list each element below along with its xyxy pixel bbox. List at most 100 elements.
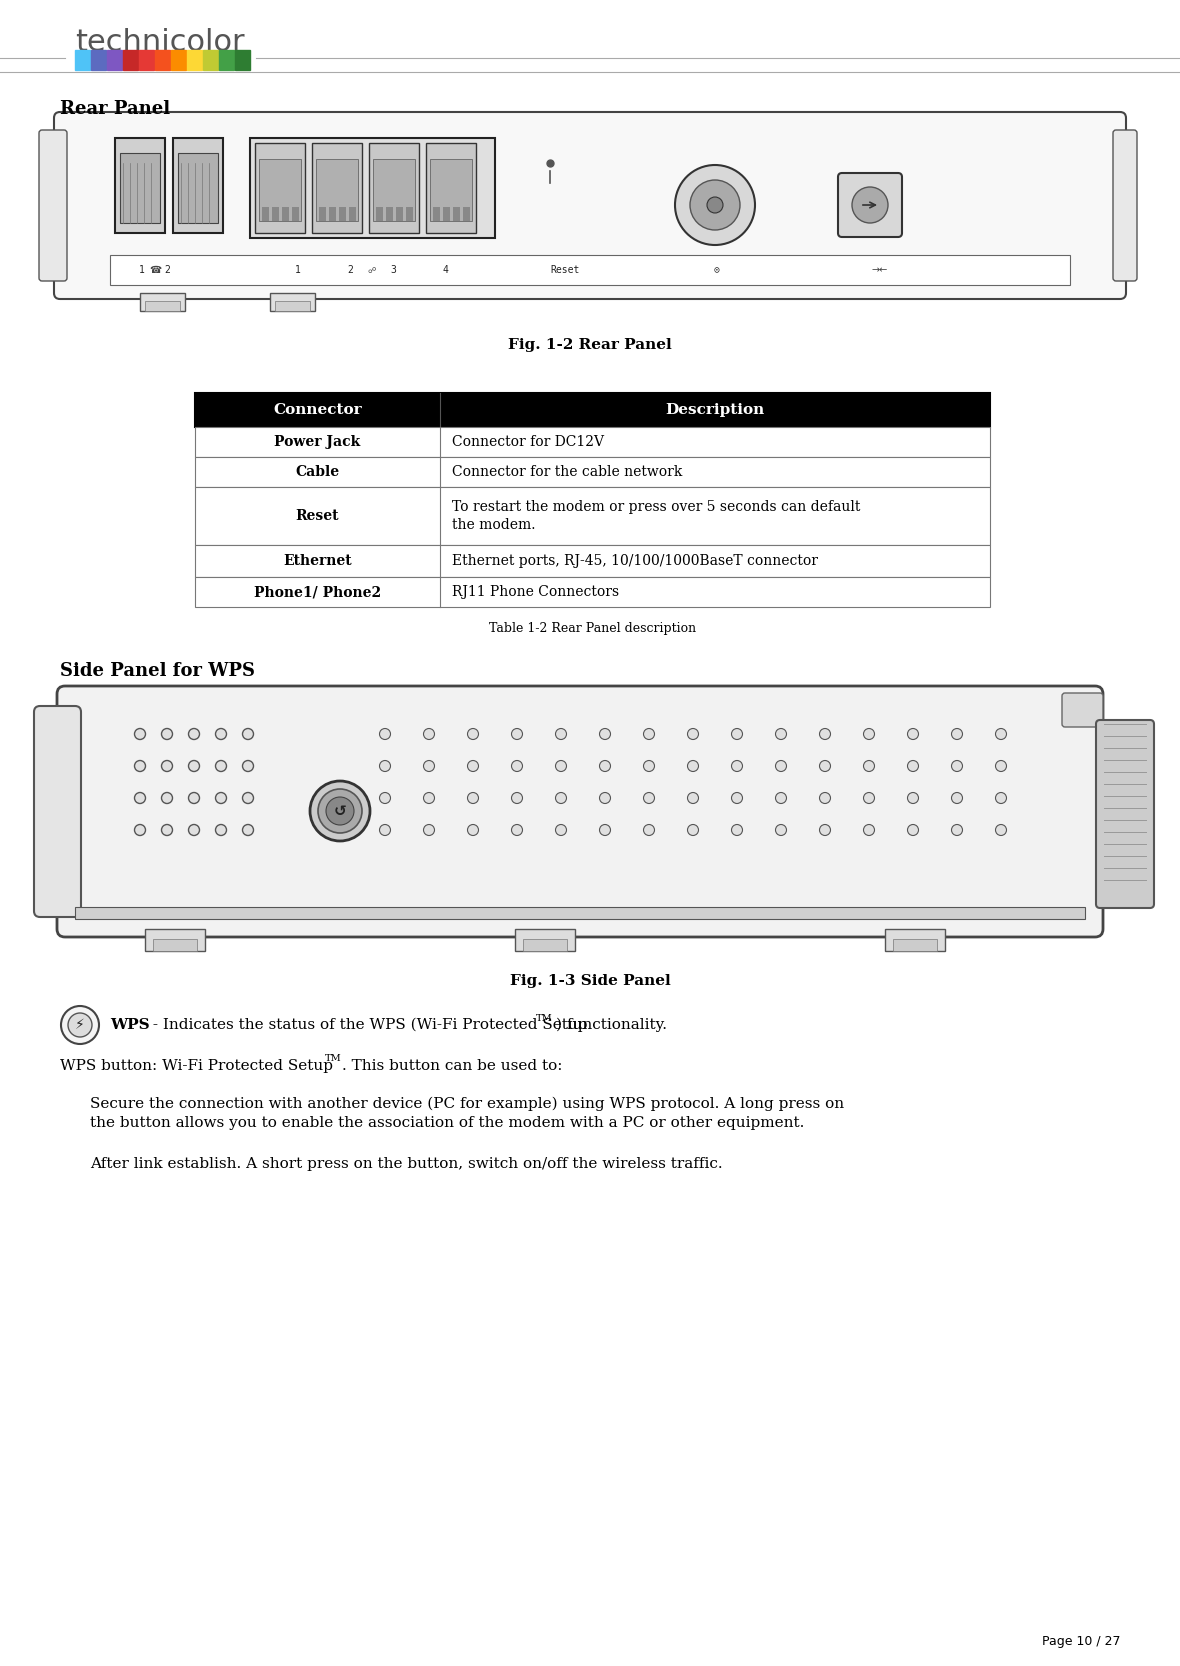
Circle shape xyxy=(216,793,227,803)
Circle shape xyxy=(135,825,145,836)
Circle shape xyxy=(707,197,723,213)
Bar xyxy=(178,153,218,223)
Bar xyxy=(171,50,186,70)
Text: TM: TM xyxy=(324,1055,342,1063)
Bar xyxy=(885,930,945,951)
Circle shape xyxy=(688,825,699,836)
Bar xyxy=(273,207,278,222)
Bar xyxy=(219,50,234,70)
Circle shape xyxy=(511,825,523,836)
Text: Fig. 1-3 Side Panel: Fig. 1-3 Side Panel xyxy=(510,975,670,988)
Bar xyxy=(139,50,155,70)
Circle shape xyxy=(467,793,479,803)
Text: Reset: Reset xyxy=(296,510,340,523)
Circle shape xyxy=(996,825,1007,836)
Bar xyxy=(91,50,106,70)
Bar xyxy=(195,456,990,486)
Circle shape xyxy=(775,793,787,803)
FancyBboxPatch shape xyxy=(1096,720,1154,908)
Circle shape xyxy=(819,825,831,836)
Bar xyxy=(114,138,165,233)
Bar xyxy=(262,207,269,222)
Circle shape xyxy=(643,793,655,803)
Text: 3: 3 xyxy=(391,265,396,275)
Bar xyxy=(426,143,476,233)
Bar xyxy=(140,293,185,312)
Text: technicolor: technicolor xyxy=(76,28,244,57)
Circle shape xyxy=(819,728,831,740)
Text: ☎: ☎ xyxy=(149,265,160,275)
FancyBboxPatch shape xyxy=(57,686,1103,936)
Circle shape xyxy=(852,187,889,223)
Bar xyxy=(76,906,1084,920)
Circle shape xyxy=(864,728,874,740)
Circle shape xyxy=(162,760,172,771)
Bar xyxy=(406,207,413,222)
Text: Phone1/ Phone2: Phone1/ Phone2 xyxy=(254,585,381,600)
Circle shape xyxy=(643,760,655,771)
Circle shape xyxy=(688,760,699,771)
Bar xyxy=(373,158,415,222)
Text: WPS: WPS xyxy=(110,1018,150,1031)
Text: Fig. 1-2 Rear Panel: Fig. 1-2 Rear Panel xyxy=(509,338,671,352)
Bar xyxy=(195,545,990,576)
Text: →←: →← xyxy=(872,265,889,275)
Circle shape xyxy=(243,793,254,803)
FancyBboxPatch shape xyxy=(1062,693,1103,726)
Bar xyxy=(349,207,356,222)
Circle shape xyxy=(380,728,391,740)
Bar xyxy=(282,207,289,222)
Bar xyxy=(329,207,336,222)
Circle shape xyxy=(732,825,742,836)
Circle shape xyxy=(864,760,874,771)
Circle shape xyxy=(216,760,227,771)
Text: WPS button: Wi-Fi Protected Setup: WPS button: Wi-Fi Protected Setup xyxy=(60,1060,333,1073)
Bar xyxy=(153,940,197,951)
Circle shape xyxy=(951,760,963,771)
Circle shape xyxy=(996,793,1007,803)
Circle shape xyxy=(424,793,434,803)
FancyBboxPatch shape xyxy=(54,112,1126,298)
Circle shape xyxy=(310,781,371,841)
Bar xyxy=(316,158,358,222)
Bar xyxy=(369,143,419,233)
FancyBboxPatch shape xyxy=(1113,130,1138,282)
Circle shape xyxy=(511,760,523,771)
Bar xyxy=(110,255,1070,285)
Circle shape xyxy=(775,728,787,740)
Bar xyxy=(319,207,326,222)
Circle shape xyxy=(511,793,523,803)
Text: 2: 2 xyxy=(164,265,170,275)
Circle shape xyxy=(189,760,199,771)
Circle shape xyxy=(907,793,918,803)
Text: To restart the modem or press over 5 seconds can default
the modem.: To restart the modem or press over 5 sec… xyxy=(452,500,860,531)
Circle shape xyxy=(907,728,918,740)
Circle shape xyxy=(467,825,479,836)
Circle shape xyxy=(216,728,227,740)
Circle shape xyxy=(599,760,610,771)
Text: Connector for DC12V: Connector for DC12V xyxy=(452,435,604,450)
Bar xyxy=(453,207,460,222)
Text: TM: TM xyxy=(536,1013,552,1023)
Circle shape xyxy=(243,825,254,836)
Text: ☍: ☍ xyxy=(368,265,376,275)
Circle shape xyxy=(643,825,655,836)
Circle shape xyxy=(599,793,610,803)
Text: . This button can be used to:: . This button can be used to: xyxy=(342,1060,563,1073)
Circle shape xyxy=(68,1013,92,1036)
Text: Page 10 / 27: Page 10 / 27 xyxy=(1042,1634,1120,1648)
Text: Rear Panel: Rear Panel xyxy=(60,100,170,118)
Text: After link establish. A short press on the button, switch on/off the wireless tr: After link establish. A short press on t… xyxy=(90,1156,722,1171)
Bar xyxy=(250,138,494,238)
Bar xyxy=(442,207,450,222)
Circle shape xyxy=(643,728,655,740)
Bar xyxy=(186,50,202,70)
Bar xyxy=(514,930,575,951)
Text: 1: 1 xyxy=(295,265,301,275)
Bar xyxy=(195,576,990,606)
Bar xyxy=(433,207,440,222)
Circle shape xyxy=(907,825,918,836)
Circle shape xyxy=(189,825,199,836)
Circle shape xyxy=(162,825,172,836)
Circle shape xyxy=(996,760,1007,771)
